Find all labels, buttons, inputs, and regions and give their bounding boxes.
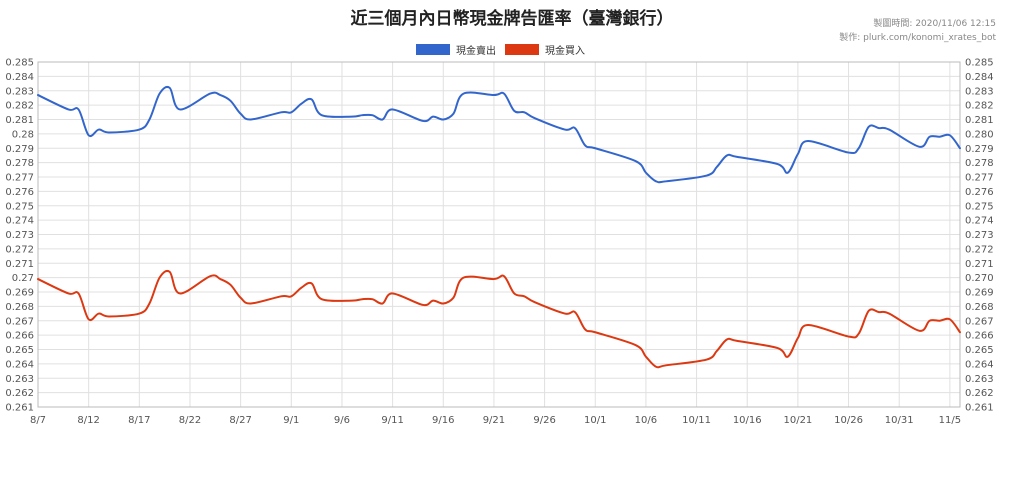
y-tick-label-left: 0.285 [5,58,34,69]
made-time-note: 製圖時間: 2020/11/06 12:15 [873,17,996,29]
x-tick-label: 11/5 [939,415,961,426]
y-tick-label-right: 0.275 [965,201,994,212]
y-tick-label-left: 0.274 [5,216,34,227]
y-tick-label-left: 0.265 [5,345,34,356]
y-tick-label-left: 0.275 [5,201,34,212]
x-axis: 8/7 8/12 8/17 8/22 8/27 9/1 9/6 9/11 9/16 9/21 9/2… [30,415,961,426]
plot-frame [37,61,961,408]
y-tick-label-right: 0.264 [965,359,994,370]
y-tick-label-left: 0.282 [5,101,34,112]
y-tick-label-right: 0.271 [965,259,994,270]
y-tick-label-right: 0.277 [965,173,994,184]
y-tick-label-left: 0.277 [5,173,34,184]
x-tick-label: 8/7 [30,415,46,426]
y-tick-label-right: 0.274 [965,216,994,227]
y-tick-label-right: 0.278 [965,158,994,169]
x-tick-label: 9/11 [381,415,403,426]
y-tick-label-right: 0.270 [965,273,994,284]
legend-swatch-sell [416,44,450,55]
x-tick-label: 10/21 [783,415,812,426]
series-line-buy [37,269,961,369]
x-tick-label: 10/26 [834,415,863,426]
y-tick-label-right: 0.283 [965,86,994,97]
y-tick-label-right: 0.276 [965,187,994,198]
x-tick-label: 9/6 [334,415,350,426]
legend-label-sell: 現金賣出 [456,44,496,57]
x-tick-label: 8/22 [179,415,201,426]
y-tick-label-left: 0.273 [5,230,34,241]
y-tick-label-left: 0.27 [12,273,34,284]
y-tick-label-left: 0.269 [5,288,34,299]
y-tick-label-right: 0.263 [965,374,994,385]
y-tick-label-right: 0.272 [965,244,994,255]
y-tick-label-right: 0.273 [965,230,994,241]
grid [37,61,961,408]
y-tick-label-left: 0.266 [5,331,34,342]
y-tick-label-left: 0.272 [5,244,34,255]
x-tick-label: 8/17 [128,415,150,426]
made-by-note: 製作: plurk.com/konomi_xrates_bot [839,31,996,43]
legend-swatch-buy [505,44,539,55]
y-tick-label-right: 0.261 [965,403,994,414]
x-tick-label: 10/1 [584,415,606,426]
y-tick-label-left: 0.283 [5,86,34,97]
y-tick-label-left: 0.264 [5,359,34,370]
y-axis-left: 0.285 0.284 0.283 0.282 0.281 0.28 0.279 0.278 0… [5,58,34,414]
y-tick-label-right: 0.265 [965,345,994,356]
x-tick-label: 9/1 [283,415,299,426]
y-tick-label-left: 0.278 [5,158,34,169]
x-tick-label: 9/21 [483,415,505,426]
x-tick-label: 10/11 [682,415,711,426]
y-tick-label-right: 0.285 [965,58,994,69]
x-tick-label: 9/16 [432,415,454,426]
x-tick-label: 10/6 [635,415,657,426]
chart-title: 近三個月內日幣現金牌告匯率（臺灣銀行） [351,8,674,29]
y-tick-label-right: 0.267 [965,316,994,327]
legend: 現金賣出 現金買入 [416,44,585,57]
y-tick-label-right: 0.266 [965,331,994,342]
y-tick-label-right: 0.280 [965,129,994,140]
y-tick-label-left: 0.281 [5,115,34,126]
y-tick-label-left: 0.262 [5,388,34,399]
legend-label-buy: 現金買入 [545,44,585,57]
x-tick-label: 10/16 [733,415,762,426]
y-tick-label-right: 0.282 [965,101,994,112]
y-tick-label-right: 0.284 [965,72,994,83]
y-tick-label-right: 0.269 [965,288,994,299]
y-tick-label-left: 0.263 [5,374,34,385]
y-tick-label-left: 0.268 [5,302,34,313]
y-tick-label-left: 0.276 [5,187,34,198]
y-tick-label-right: 0.279 [965,144,994,155]
x-tick-label: 9/26 [533,415,555,426]
y-tick-label-right: 0.262 [965,388,994,399]
y-tick-label-left: 0.261 [5,403,34,414]
x-tick-label: 8/27 [229,415,251,426]
y-tick-label-right: 0.281 [965,115,994,126]
y-tick-label-left: 0.279 [5,144,34,155]
y-tick-label-left: 0.284 [5,72,34,83]
x-tick-label: 10/31 [885,415,914,426]
y-tick-label-left: 0.28 [12,129,34,140]
series-lines [37,85,961,369]
x-tick-label: 8/12 [77,415,99,426]
y-tick-label-left: 0.271 [5,259,34,270]
y-axis-right: 0.285 0.284 0.283 0.282 0.281 0.280 0.279 0.278… [965,58,994,414]
y-tick-label-left: 0.267 [5,316,34,327]
y-tick-label-right: 0.268 [965,302,994,313]
series-line-sell [37,85,961,184]
